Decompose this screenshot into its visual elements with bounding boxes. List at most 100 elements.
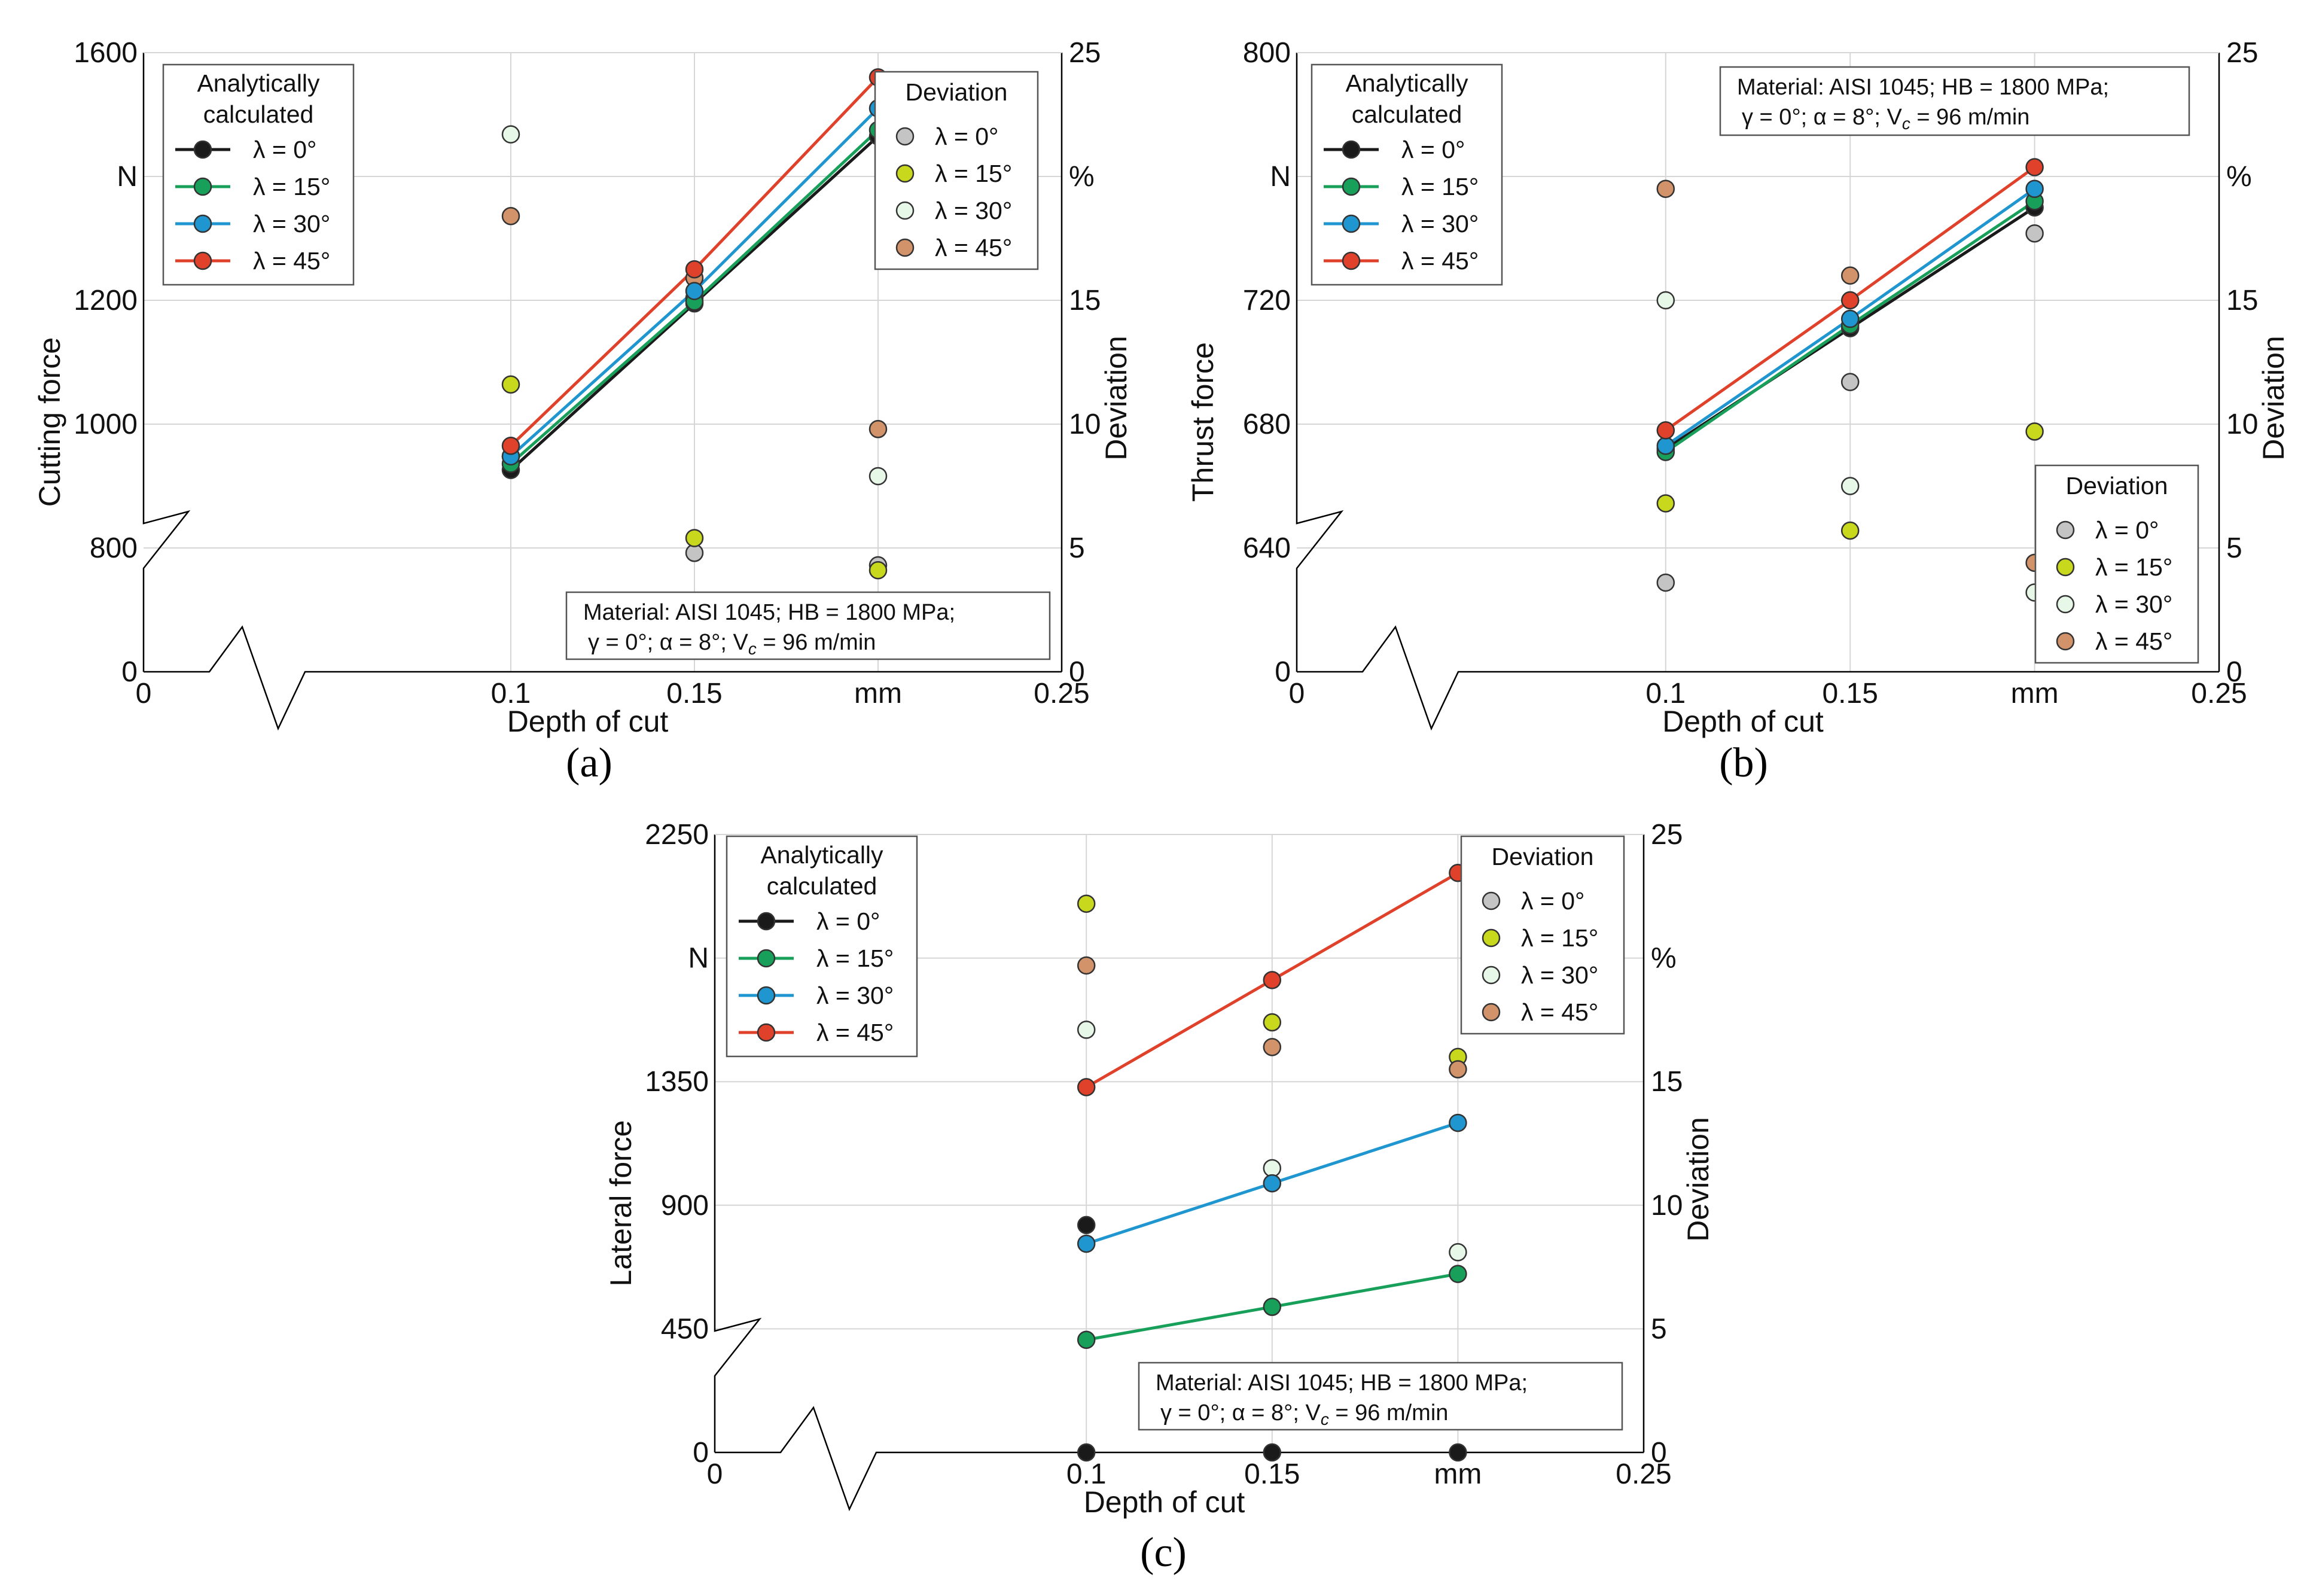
material-note-subscript: c <box>1902 114 1910 133</box>
series-point-1-1 <box>1263 1297 1282 1316</box>
deviation-point-1-1 <box>1840 521 1860 540</box>
x-tick-3: 0.25 <box>1616 1458 1671 1490</box>
material-note-box <box>565 591 1051 660</box>
force-legend-swatch-marker-1 <box>1342 177 1361 196</box>
deviation-legend-label-3: λ = 45° <box>935 234 1012 261</box>
series-point-0-1 <box>1263 1443 1282 1462</box>
deviation-legend-label-0: λ = 0° <box>2095 516 2159 544</box>
deviation-legend-label-0: λ = 0° <box>935 123 998 150</box>
deviation-legend-marker-3 <box>895 238 915 257</box>
x-axis-title: Depth of cut <box>1084 1485 1245 1519</box>
y-right-tick-0: 0 <box>1651 1437 1667 1469</box>
deviation-legend-marker-0 <box>1482 891 1501 910</box>
deviation-point-1-1 <box>1263 1013 1282 1032</box>
deviation-point-2-0 <box>1656 291 1675 310</box>
force-legend-title-2: calculated <box>203 100 314 128</box>
x-tick-1: 0.1 <box>491 678 531 709</box>
material-note-params: γ = 0°; α = 8°; V <box>1160 1400 1321 1426</box>
force-legend-swatch-marker-0 <box>193 140 212 159</box>
force-legend-title-1: Analytically <box>1345 69 1468 97</box>
y-right-tick-2: 10 <box>1651 1190 1683 1222</box>
deviation-legend-label-3: λ = 45° <box>1521 998 1598 1026</box>
x-tick-0: 0 <box>136 678 152 709</box>
y-left-tick-0: 0 <box>121 656 138 688</box>
y-left-tick-3: 1350 <box>645 1066 709 1098</box>
series-point-2-1 <box>1263 1174 1282 1193</box>
panel-label: (b) <box>1719 740 1768 786</box>
material-note-line-2: γ = 0°; α = 8°; Vc = 96 m/min <box>588 630 876 658</box>
y-right-tick-2: 10 <box>1069 409 1101 440</box>
deviation-legend-label-2: λ = 30° <box>2095 590 2172 618</box>
x-unit: mm <box>1434 1458 1482 1490</box>
panel-label: (a) <box>566 740 612 786</box>
force-legend-box <box>1311 63 1503 286</box>
deviation-legend-label-1: λ = 15° <box>1521 924 1598 952</box>
deviation-point-1-1 <box>685 529 704 547</box>
force-legend-title-2: calculated <box>767 872 877 900</box>
x-axis-title: Depth of cut <box>1662 705 1824 738</box>
x-axis-title: Depth of cut <box>507 705 669 738</box>
y-right-tick-2: 10 <box>2226 409 2258 440</box>
deviation-point-1-2 <box>2025 422 2044 441</box>
y-right-tick-4: 25 <box>1651 819 1683 851</box>
force-legend-swatch-marker-1 <box>193 177 212 196</box>
y-right-title: Deviation <box>1681 1117 1715 1241</box>
x-tick-2: 0.15 <box>1822 678 1878 709</box>
deviation-point-2-1 <box>1263 1159 1282 1178</box>
force-legend-swatch-marker-2 <box>1342 214 1361 233</box>
y-right-tick-3: 15 <box>1069 285 1101 316</box>
x-tick-0: 0 <box>707 1458 723 1490</box>
material-note-speed: = 96 m/min <box>757 630 876 655</box>
force-legend-label-3: λ = 45° <box>816 1019 894 1046</box>
x-tick-3: 0.25 <box>2191 678 2247 709</box>
deviation-legend-marker-2 <box>1482 965 1501 985</box>
series-point-2-2 <box>2025 179 2044 198</box>
force-legend-swatch-marker-0 <box>1342 140 1361 159</box>
series-point-3-0 <box>501 436 520 455</box>
force-legend-label-2: λ = 30° <box>1401 210 1479 237</box>
series-point-2-0 <box>1656 436 1675 455</box>
deviation-legend-label-3: λ = 45° <box>2095 628 2172 655</box>
series-point-3-0 <box>1077 1078 1096 1097</box>
y-left-tick-0: 0 <box>1275 656 1291 688</box>
y-left-title: Lateral force <box>604 1120 638 1287</box>
y-left-tick-4: 1600 <box>74 37 138 69</box>
x-unit: mm <box>2011 678 2059 709</box>
deviation-legend-label-1: λ = 15° <box>935 160 1012 187</box>
y-left-unit: N <box>117 161 138 193</box>
force-legend-label-1: λ = 15° <box>816 945 894 972</box>
y-left-unit: N <box>1270 161 1291 193</box>
x-tick-2: 0.15 <box>1244 1458 1300 1490</box>
y-right-title: Deviation <box>1099 336 1133 460</box>
y-right-tick-4: 25 <box>2226 37 2258 69</box>
series-point-2-2 <box>1449 1113 1467 1132</box>
deviation-legend-title: Deviation <box>2066 472 2168 499</box>
force-legend-swatch-marker-1 <box>757 949 776 968</box>
series-point-2-0 <box>1077 1234 1096 1253</box>
bottom-axis <box>144 625 1062 731</box>
y-left-tick-2: 1000 <box>74 409 138 440</box>
panel-3: 0 450 900 1350 2250 N 0 5 10 15 25% 0 0.1 0.15 0.25 mm D… <box>604 819 1715 1576</box>
panel-label: (c) <box>1140 1530 1187 1576</box>
y-right-tick-0: 0 <box>2226 656 2242 688</box>
material-note-line-1: Material: AISI 1045; HB = 1800 MPa; <box>1737 75 2109 100</box>
deviation-legend-marker-2 <box>2056 595 2075 614</box>
deviation-legend-marker-3 <box>1482 1003 1501 1022</box>
bottom-axis <box>715 1406 1644 1512</box>
y-right-title: Deviation <box>2257 336 2290 460</box>
force-legend-label-1: λ = 15° <box>253 173 330 200</box>
deviation-legend-marker-2 <box>895 201 915 220</box>
deviation-point-3-0 <box>1077 956 1096 975</box>
y-left-title: Cutting force <box>33 337 66 507</box>
deviation-legend-label-2: λ = 30° <box>935 197 1012 224</box>
force-legend-label-2: λ = 30° <box>816 982 894 1009</box>
force-legend-box <box>162 63 355 286</box>
series-point-3-1 <box>1840 291 1860 310</box>
y-left-tick-1: 640 <box>1243 532 1291 564</box>
series-point-3-2 <box>2025 158 2044 176</box>
deviation-point-2-2 <box>1449 1243 1467 1262</box>
deviation-point-3-2 <box>868 420 888 438</box>
force-legend-swatch-marker-0 <box>757 912 776 931</box>
